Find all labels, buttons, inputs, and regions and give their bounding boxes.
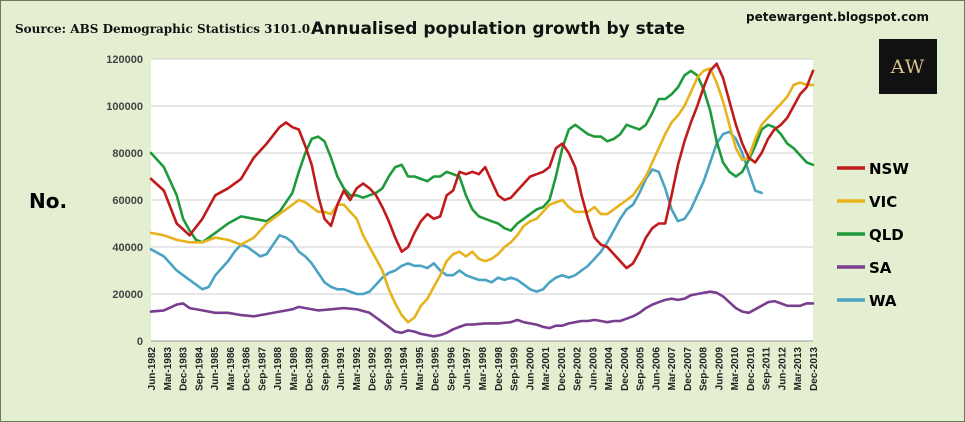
x-tick-label: Jun-1985 <box>210 347 221 391</box>
x-tick-label: Mar-2004 <box>604 347 615 391</box>
y-tick-label: 40000 <box>112 242 143 254</box>
x-tick-label: Mar-1992 <box>352 347 363 391</box>
source-note: Source: ABS Demographic Statistics 3101.… <box>15 22 310 36</box>
x-tick-label: Dec-2013 <box>809 347 820 391</box>
x-tick-label: Mar-1995 <box>415 347 426 391</box>
logo-text: AW <box>890 56 925 78</box>
grid-lines <box>151 58 813 295</box>
x-tick-label: Jun-1991 <box>336 347 347 391</box>
series-line-sa <box>149 290 815 338</box>
x-tick-label: Dec-2004 <box>620 347 631 391</box>
x-tick-label: Sep-1984 <box>194 347 205 391</box>
x-tick-labels: Jun-1982 Mar-1983 Dec-1983 Sep-1984 Jun-1985… <box>147 347 820 391</box>
y-tick-label: 0 <box>137 336 143 348</box>
x-tick-label: Jun-2009 <box>714 347 725 391</box>
x-tick-label: Jun-1988 <box>273 347 284 391</box>
y-tick-labels: 0 20000 40000 60000 80000 100000 120000 <box>106 54 143 348</box>
legend-label-qld: QLD <box>869 226 904 244</box>
x-tick-label: Dec-1983 <box>179 347 190 391</box>
y-tick-label: 80000 <box>112 148 143 160</box>
logo: AW <box>879 39 937 94</box>
x-tick-label: Jun-2012 <box>777 347 788 391</box>
x-tick-label: Dec-1998 <box>494 347 505 391</box>
x-tick-label: Mar-1998 <box>478 347 489 391</box>
series-line-nsw <box>149 62 815 270</box>
legend-label-nsw: NSW <box>869 160 909 178</box>
chart-title: Annualised population growth by state <box>311 19 685 39</box>
x-tick-label: Sep-2005 <box>636 347 647 391</box>
x-tick-label: Sep-2008 <box>699 347 710 391</box>
legend-label-sa: SA <box>869 259 892 277</box>
series-line-vic <box>149 67 815 324</box>
x-tick-label: Jun-1994 <box>399 347 410 391</box>
blog-url[interactable]: petewargent.blogspot.com <box>746 10 929 24</box>
x-tick-label: Mar-2001 <box>541 347 552 391</box>
x-tick-label: Mar-1986 <box>226 347 237 391</box>
y-tick-label: 60000 <box>112 195 143 207</box>
x-tick-label: Mar-2007 <box>667 347 678 391</box>
x-tick-label: Jun-2003 <box>588 347 599 391</box>
logo-badge <box>879 39 937 94</box>
series-lines <box>149 62 815 338</box>
x-tick-label: Dec-1995 <box>431 347 442 391</box>
x-tick-label: Dec-1989 <box>305 347 316 391</box>
x-tick-label: Dec-2001 <box>557 347 568 391</box>
x-tick-label: Dec-2010 <box>746 347 757 391</box>
x-tick-label: Mar-2010 <box>730 347 741 391</box>
x-tick-label: Jun-2006 <box>651 347 662 391</box>
x-tick-label: Mar-1983 <box>163 347 174 391</box>
y-tick-label: 100000 <box>106 101 143 113</box>
series-line-qld <box>149 69 815 244</box>
x-tick-label: Jun-2000 <box>525 347 536 391</box>
x-tick-label: Jun-1982 <box>147 347 158 391</box>
x-tick-label: Mar-1989 <box>289 347 300 391</box>
x-tick-label: Dec-2007 <box>683 347 694 391</box>
x-tick-label: Sep-1990 <box>320 347 331 391</box>
series-line-wa <box>149 130 763 296</box>
x-tick-label: Sep-2002 <box>573 347 584 391</box>
x-tick-label: Sep-1996 <box>446 347 457 391</box>
y-tick-label: 20000 <box>112 289 143 301</box>
x-tick-label: Mar-2013 <box>793 347 804 391</box>
legend-label-vic: VIC <box>869 193 897 211</box>
y-axis-label: No. <box>29 189 67 213</box>
x-tick-label: Sep-1999 <box>510 347 521 391</box>
x-tick-label: Sep-1987 <box>257 347 268 391</box>
x-tick-label: Dec-1992 <box>368 347 379 391</box>
legend: NSW VIC QLD SA WA <box>837 160 909 310</box>
y-tick-label: 120000 <box>106 54 143 66</box>
x-tick-label: Sep-2011 <box>762 347 773 391</box>
x-tick-label: Sep-1993 <box>383 347 394 391</box>
legend-label-wa: WA <box>869 292 897 310</box>
x-tick-label: Jun-1997 <box>462 347 473 391</box>
x-tick-label: Dec-1986 <box>242 347 253 391</box>
